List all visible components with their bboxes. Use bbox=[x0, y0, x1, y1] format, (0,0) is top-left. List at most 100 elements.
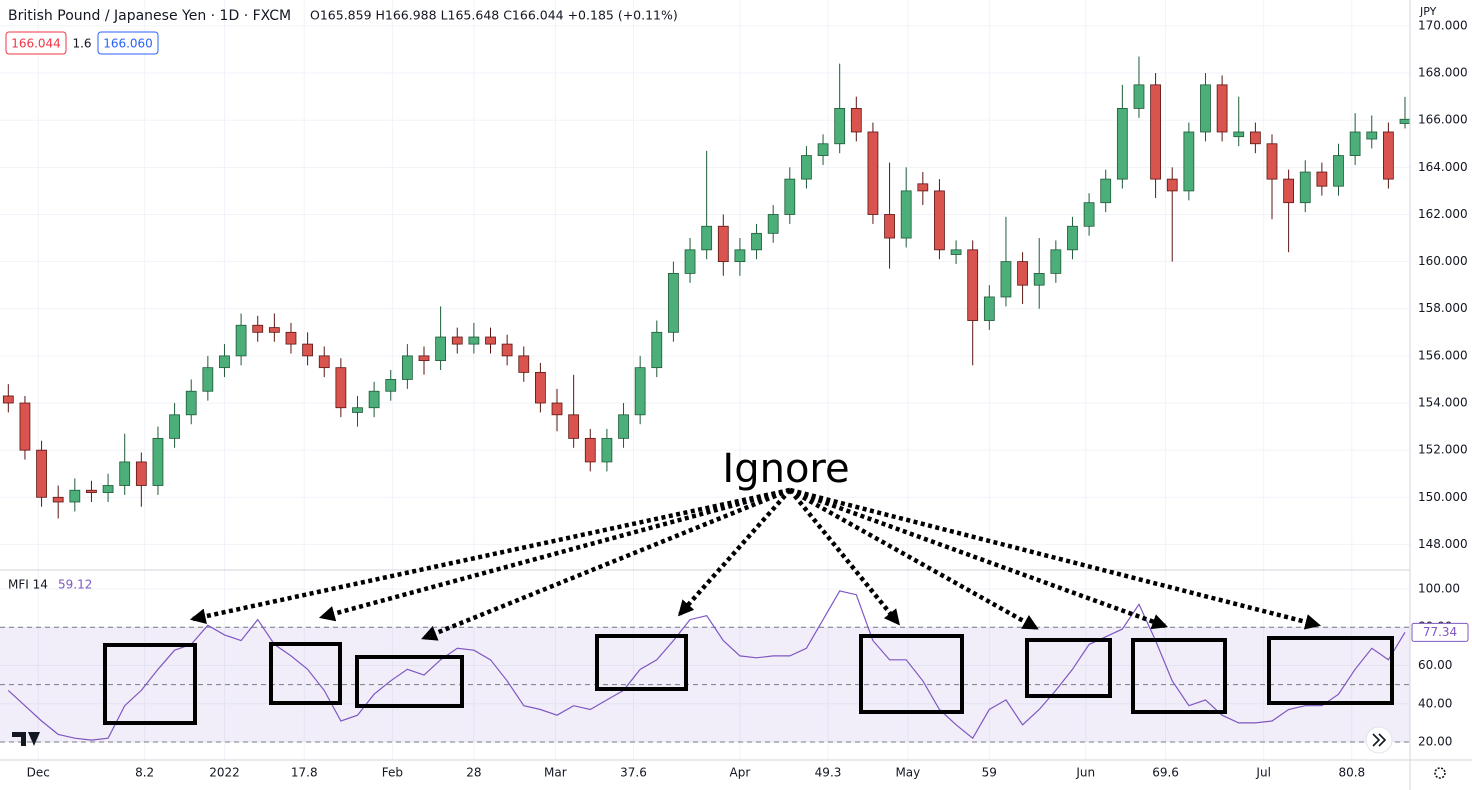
candle-body bbox=[684, 249, 696, 274]
sell-box[interactable] bbox=[5, 31, 67, 55]
plot bbox=[0, 56, 1411, 743]
buy-price: 166.060 bbox=[103, 37, 153, 51]
y-tick-label: 166.000 bbox=[1418, 113, 1468, 127]
candle-body bbox=[352, 407, 363, 413]
candle-body bbox=[618, 414, 629, 439]
x-tick-label: Dec bbox=[27, 766, 50, 780]
x-tick-label: 28 bbox=[466, 766, 481, 780]
candle-body bbox=[202, 367, 214, 392]
y-tick-label: 60.00 bbox=[1418, 658, 1452, 672]
y-tick-label: 154.000 bbox=[1418, 396, 1468, 410]
candle-body bbox=[900, 190, 912, 239]
buy-box[interactable] bbox=[97, 31, 159, 55]
indicator-value: 59.12 bbox=[58, 578, 92, 592]
candle-body bbox=[867, 131, 879, 215]
candle-body bbox=[235, 324, 247, 357]
y-tick-label: 152.000 bbox=[1418, 443, 1468, 457]
candle-body bbox=[435, 336, 447, 361]
annotation-box bbox=[103, 643, 197, 725]
chart-title: British Pound / Japanese Yen · 1D · FXCM bbox=[8, 8, 291, 24]
y-tick-label: 158.000 bbox=[1418, 301, 1468, 315]
candle-body bbox=[1116, 108, 1128, 180]
candle-body bbox=[19, 402, 31, 451]
candle-body bbox=[950, 249, 962, 255]
y-tick-label: 162.000 bbox=[1418, 207, 1468, 221]
candle-body bbox=[584, 437, 596, 463]
candle-body bbox=[884, 214, 895, 239]
annotation-arrow bbox=[421, 487, 791, 641]
x-tick-label: Apr bbox=[730, 766, 751, 780]
candle-body bbox=[801, 155, 812, 180]
candle-body bbox=[1233, 131, 1245, 138]
candle-body bbox=[1017, 261, 1028, 286]
annotation-layer bbox=[103, 487, 1394, 725]
annotation-box bbox=[1267, 636, 1394, 705]
settings-icon[interactable] bbox=[1434, 767, 1446, 779]
candle-body bbox=[252, 324, 264, 333]
candle-body bbox=[1183, 131, 1195, 192]
candle-body bbox=[1266, 143, 1278, 180]
x-tick-label: May bbox=[895, 766, 920, 780]
candle-body bbox=[1349, 131, 1361, 156]
x-tick-label: Jun bbox=[1075, 766, 1095, 780]
candle-body bbox=[850, 108, 862, 133]
candle-body bbox=[501, 343, 513, 357]
candle-body bbox=[418, 355, 430, 361]
candle-body bbox=[784, 178, 796, 215]
candle-body bbox=[1133, 84, 1145, 109]
candle-body bbox=[152, 437, 164, 486]
candle-body bbox=[2, 395, 14, 404]
candle-body bbox=[485, 336, 496, 345]
candle-body bbox=[518, 355, 530, 373]
candle-body bbox=[1299, 171, 1311, 204]
logo[interactable] bbox=[12, 732, 40, 746]
annotation-arrow bbox=[677, 488, 792, 617]
y-tick-label: 150.000 bbox=[1418, 490, 1468, 504]
candle-body bbox=[1050, 249, 1062, 274]
y-tick-label: 168.000 bbox=[1418, 66, 1468, 80]
annotation-arrow bbox=[788, 488, 900, 626]
x-tick-label: 59 bbox=[982, 766, 997, 780]
y-tick-label: 170.000 bbox=[1418, 18, 1468, 32]
annotation-box bbox=[595, 634, 688, 691]
candle-body bbox=[335, 367, 347, 409]
candle-body bbox=[834, 108, 846, 145]
candle-body bbox=[751, 232, 762, 251]
x-tick-label: 37.6 bbox=[620, 766, 647, 780]
candle-body bbox=[1067, 225, 1078, 251]
last-value-label: 77.34 bbox=[1423, 625, 1457, 639]
annotation-box bbox=[1131, 638, 1227, 714]
candle-body bbox=[268, 327, 280, 333]
candle-body bbox=[69, 489, 81, 503]
annotation-arrow bbox=[788, 488, 1039, 630]
candle-body bbox=[817, 143, 829, 156]
candle-body bbox=[401, 355, 413, 380]
candle-body bbox=[1200, 84, 1211, 133]
candle-body bbox=[1033, 272, 1045, 286]
grid bbox=[0, 0, 1410, 760]
scroll-icon bbox=[1372, 733, 1387, 747]
y-tick-label: 40.00 bbox=[1418, 696, 1452, 710]
x-tick-label: 8.2 bbox=[135, 766, 154, 780]
currency-label[interactable]: JPY bbox=[1419, 5, 1437, 18]
candle-body bbox=[318, 355, 330, 369]
x-tick-label: Feb bbox=[382, 766, 403, 780]
candle-body bbox=[1382, 131, 1394, 180]
candle-body bbox=[1000, 261, 1012, 298]
annotation-text: Ignore bbox=[722, 446, 849, 492]
candle-body bbox=[385, 379, 397, 392]
x-tick-label: 17.8 bbox=[291, 766, 318, 780]
candle-body bbox=[1216, 84, 1228, 133]
candle-body bbox=[219, 355, 230, 369]
candle-body bbox=[1333, 155, 1344, 187]
candle-body bbox=[701, 225, 713, 251]
candle-body bbox=[102, 485, 114, 493]
candle-body bbox=[551, 402, 563, 416]
candle-body bbox=[135, 461, 147, 486]
candle-body bbox=[651, 331, 663, 369]
axes: Dec 8.2 2022 17.8 Feb 28 Mar 37.6 Apr 49.3 May 59 Ju… bbox=[27, 18, 1469, 780]
last-value-box bbox=[1411, 622, 1469, 642]
candle-body bbox=[169, 414, 180, 439]
candle-body bbox=[934, 190, 945, 251]
x-tick-label: 80.8 bbox=[1338, 766, 1365, 780]
